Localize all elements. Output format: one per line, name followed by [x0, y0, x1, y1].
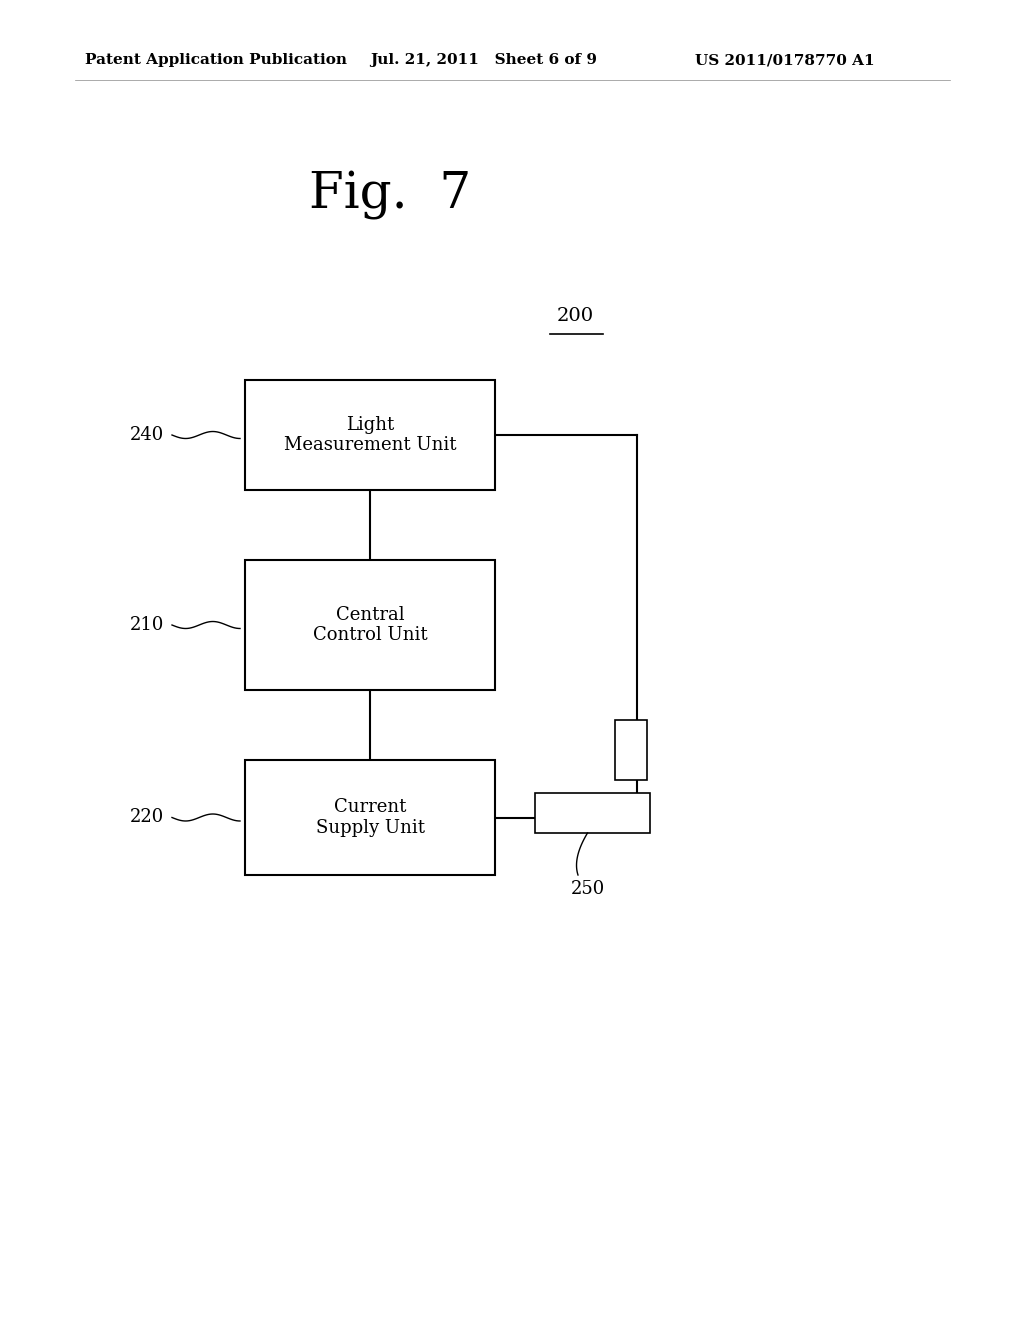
Text: 200: 200	[556, 308, 594, 325]
Text: US 2011/0178770 A1: US 2011/0178770 A1	[695, 53, 874, 67]
Text: 210: 210	[130, 616, 164, 634]
Bar	[245, 560, 495, 690]
Text: Patent Application Publication: Patent Application Publication	[85, 53, 347, 67]
Bar	[535, 793, 650, 833]
Text: Fig.  7: Fig. 7	[309, 170, 471, 219]
Text: Jul. 21, 2011   Sheet 6 of 9: Jul. 21, 2011 Sheet 6 of 9	[370, 53, 597, 67]
Text: Current
Supply Unit: Current Supply Unit	[315, 799, 425, 837]
Text: Light
Measurement Unit: Light Measurement Unit	[284, 416, 457, 454]
Bar	[615, 719, 647, 780]
Text: 220: 220	[130, 808, 164, 826]
Text: 240: 240	[130, 426, 164, 444]
Bar	[245, 760, 495, 875]
Text: 250: 250	[570, 880, 605, 898]
Text: Central
Control Unit: Central Control Unit	[312, 606, 427, 644]
Bar	[245, 380, 495, 490]
